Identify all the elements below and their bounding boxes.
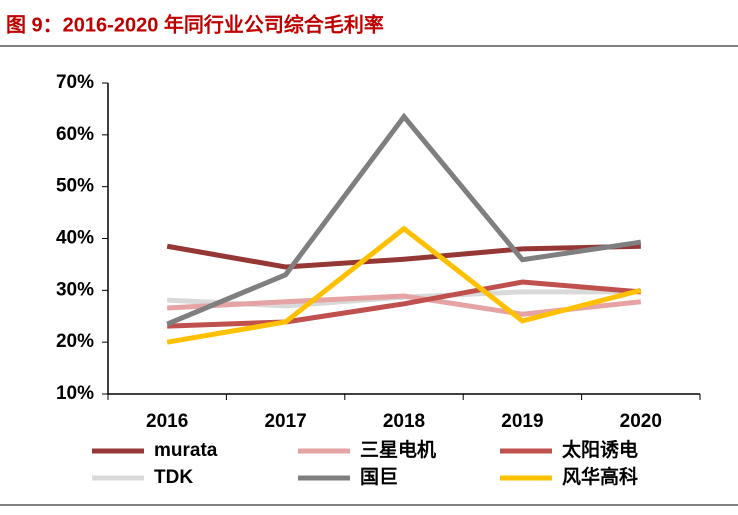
legend-label: 国巨: [360, 466, 398, 488]
series-line: [167, 279, 642, 329]
x-tick-label: 2017: [264, 411, 306, 432]
y-tick-label: 30%: [56, 279, 94, 300]
x-tick-label: 2020: [620, 411, 662, 432]
legend-label: TDK: [154, 467, 193, 488]
legend-label: 风华高科: [562, 465, 638, 488]
legend-label: 三星电机: [360, 438, 436, 461]
x-tick-label: 2016: [146, 411, 188, 432]
series-line: [166, 112, 642, 327]
x-tick-label: 2018: [383, 411, 425, 432]
chart-title: 图 9：2016-2020 年同行业公司综合毛利率: [6, 12, 384, 36]
y-tick-label: 10%: [56, 383, 94, 404]
y-tick-label: 50%: [56, 176, 94, 197]
legend-label: murata: [154, 440, 218, 461]
series-line: [166, 225, 642, 345]
series-line: [166, 243, 641, 270]
y-tick-label: 20%: [56, 331, 94, 352]
y-tick-label: 70%: [56, 72, 94, 93]
x-tick-label: 2019: [501, 411, 543, 432]
y-tick-label: 60%: [56, 124, 94, 145]
legend-label: 太阳诱电: [562, 438, 638, 461]
y-tick-label: 40%: [56, 228, 94, 249]
